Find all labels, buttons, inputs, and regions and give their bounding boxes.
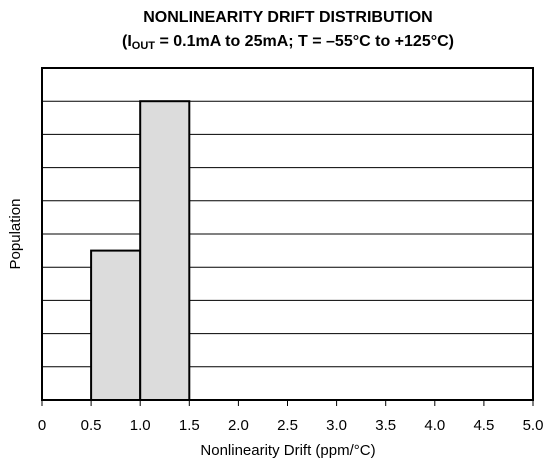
x-tick-label: 0 [38,417,46,434]
x-axis-label: Nonlinearity Drift (ppm/°C) [200,442,375,459]
x-tick-label: 3.5 [375,417,396,434]
chart-subtitle: (IOUT = 0.1mA to 25mA; T = –55°C to +125… [122,33,454,52]
x-tick-label: 5.0 [523,417,544,434]
x-tick-label: 1.0 [130,417,151,434]
x-tick-label: 3.0 [326,417,347,434]
plot-frame [41,67,534,401]
x-tick-label: 2.5 [277,417,298,434]
x-tick-label: 2.0 [228,417,249,434]
subtitle-part: (I [122,33,132,50]
bar [139,100,191,401]
subtitle-part: = 0.1mA to 25mA; T = –55°C to +125°C) [155,33,454,50]
x-tick-label: 0.5 [81,417,102,434]
bar [90,249,142,401]
chart-title: NONLINEARITY DRIFT DISTRIBUTION [143,9,432,26]
subtitle-subscript: OUT [132,40,156,52]
x-tick-label: 1.5 [179,417,200,434]
y-axis-label: Population [7,199,24,270]
x-tick-label: 4.0 [424,417,445,434]
x-tick-label: 4.5 [473,417,494,434]
